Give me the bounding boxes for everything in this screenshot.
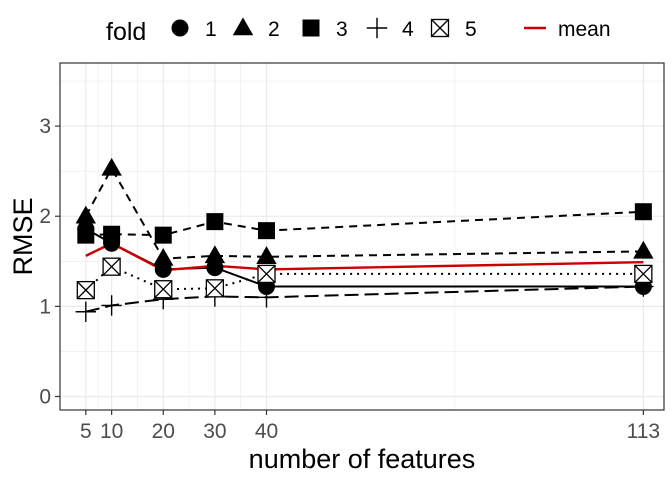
- panel-border: [59, 62, 665, 411]
- data-point-fold-3: [634, 203, 652, 221]
- legend-item-fold-5: 5: [430, 18, 477, 41]
- axes: 0 1 2 3 5 10 20 30 40 113: [39, 115, 660, 443]
- plot-panel: 0 1 2 3 5 10 20 30 40 113: [39, 62, 665, 443]
- series-line-fold-4: [85, 285, 644, 313]
- data-point-fold-3: [103, 225, 121, 243]
- y-axis-title: RMSE: [8, 197, 38, 275]
- data-point-fold-5: [76, 280, 95, 300]
- data-point-fold-5: [102, 257, 121, 276]
- data-point-fold-2: [75, 205, 97, 224]
- legend-label-fold-1: 1: [205, 18, 217, 41]
- legend-key-fold-1: [171, 19, 189, 37]
- x-tick-label: 30: [203, 420, 226, 443]
- legend-item-fold-4: 4: [366, 17, 414, 41]
- data-point-fold-5: [634, 264, 653, 284]
- data-point-fold-5: [205, 279, 225, 298]
- data-point-fold-4: [101, 295, 122, 316]
- y-tick-label: 1: [39, 295, 51, 318]
- data-point-fold-3: [77, 226, 95, 244]
- legend-label-fold-5: 5: [465, 18, 477, 41]
- data-point-fold-2: [256, 246, 277, 265]
- y-tick-label: 3: [39, 115, 51, 138]
- legend-item-mean: mean: [524, 18, 611, 41]
- legend-label-mean: mean: [558, 18, 611, 41]
- data-point-fold-4: [75, 301, 97, 322]
- legend-item-fold-1: 1: [171, 18, 217, 41]
- y-tick-label: 2: [39, 205, 51, 228]
- data-point-fold-4: [256, 287, 277, 308]
- data-point-fold-5: [257, 264, 276, 284]
- data-point-fold-3: [154, 226, 172, 244]
- x-tick-label: 40: [255, 420, 278, 443]
- series-points: [75, 157, 654, 322]
- x-tick-label: 10: [100, 420, 123, 443]
- legend-key-fold-3: [302, 19, 320, 37]
- legend-items: 1 2 3 4 5 mean: [171, 17, 611, 41]
- x-tick-label: 20: [152, 420, 175, 443]
- legend-label-fold-4: 4: [402, 18, 414, 41]
- data-point-fold-5: [154, 280, 173, 299]
- data-point-fold-2: [101, 157, 122, 176]
- data-point-fold-3: [206, 213, 224, 231]
- data-point-fold-2: [153, 247, 174, 266]
- data-point-fold-2: [633, 240, 654, 259]
- series-line-fold-2: [84, 166, 644, 260]
- legend-title: fold: [106, 18, 146, 46]
- x-axis-title: number of features: [249, 444, 476, 474]
- legend-key-fold-5: [430, 18, 450, 38]
- legend-key-fold-2: [232, 17, 254, 36]
- data-point-fold-2: [204, 245, 226, 264]
- legend-label-fold-2: 2: [268, 18, 280, 41]
- data-point-fold-3: [257, 222, 275, 240]
- legend-item-fold-2: 2: [232, 17, 280, 41]
- data-point-fold-1: [206, 259, 224, 277]
- legend-item-fold-3: 3: [302, 18, 348, 41]
- legend-label-fold-3: 3: [336, 18, 348, 41]
- legend: fold 1 2 3 4 5 mean: [106, 17, 611, 46]
- y-tick-label: 0: [39, 385, 51, 408]
- x-tick-label: 113: [627, 420, 660, 443]
- legend-key-fold-4: [366, 17, 388, 39]
- x-tick-label: 5: [80, 420, 92, 443]
